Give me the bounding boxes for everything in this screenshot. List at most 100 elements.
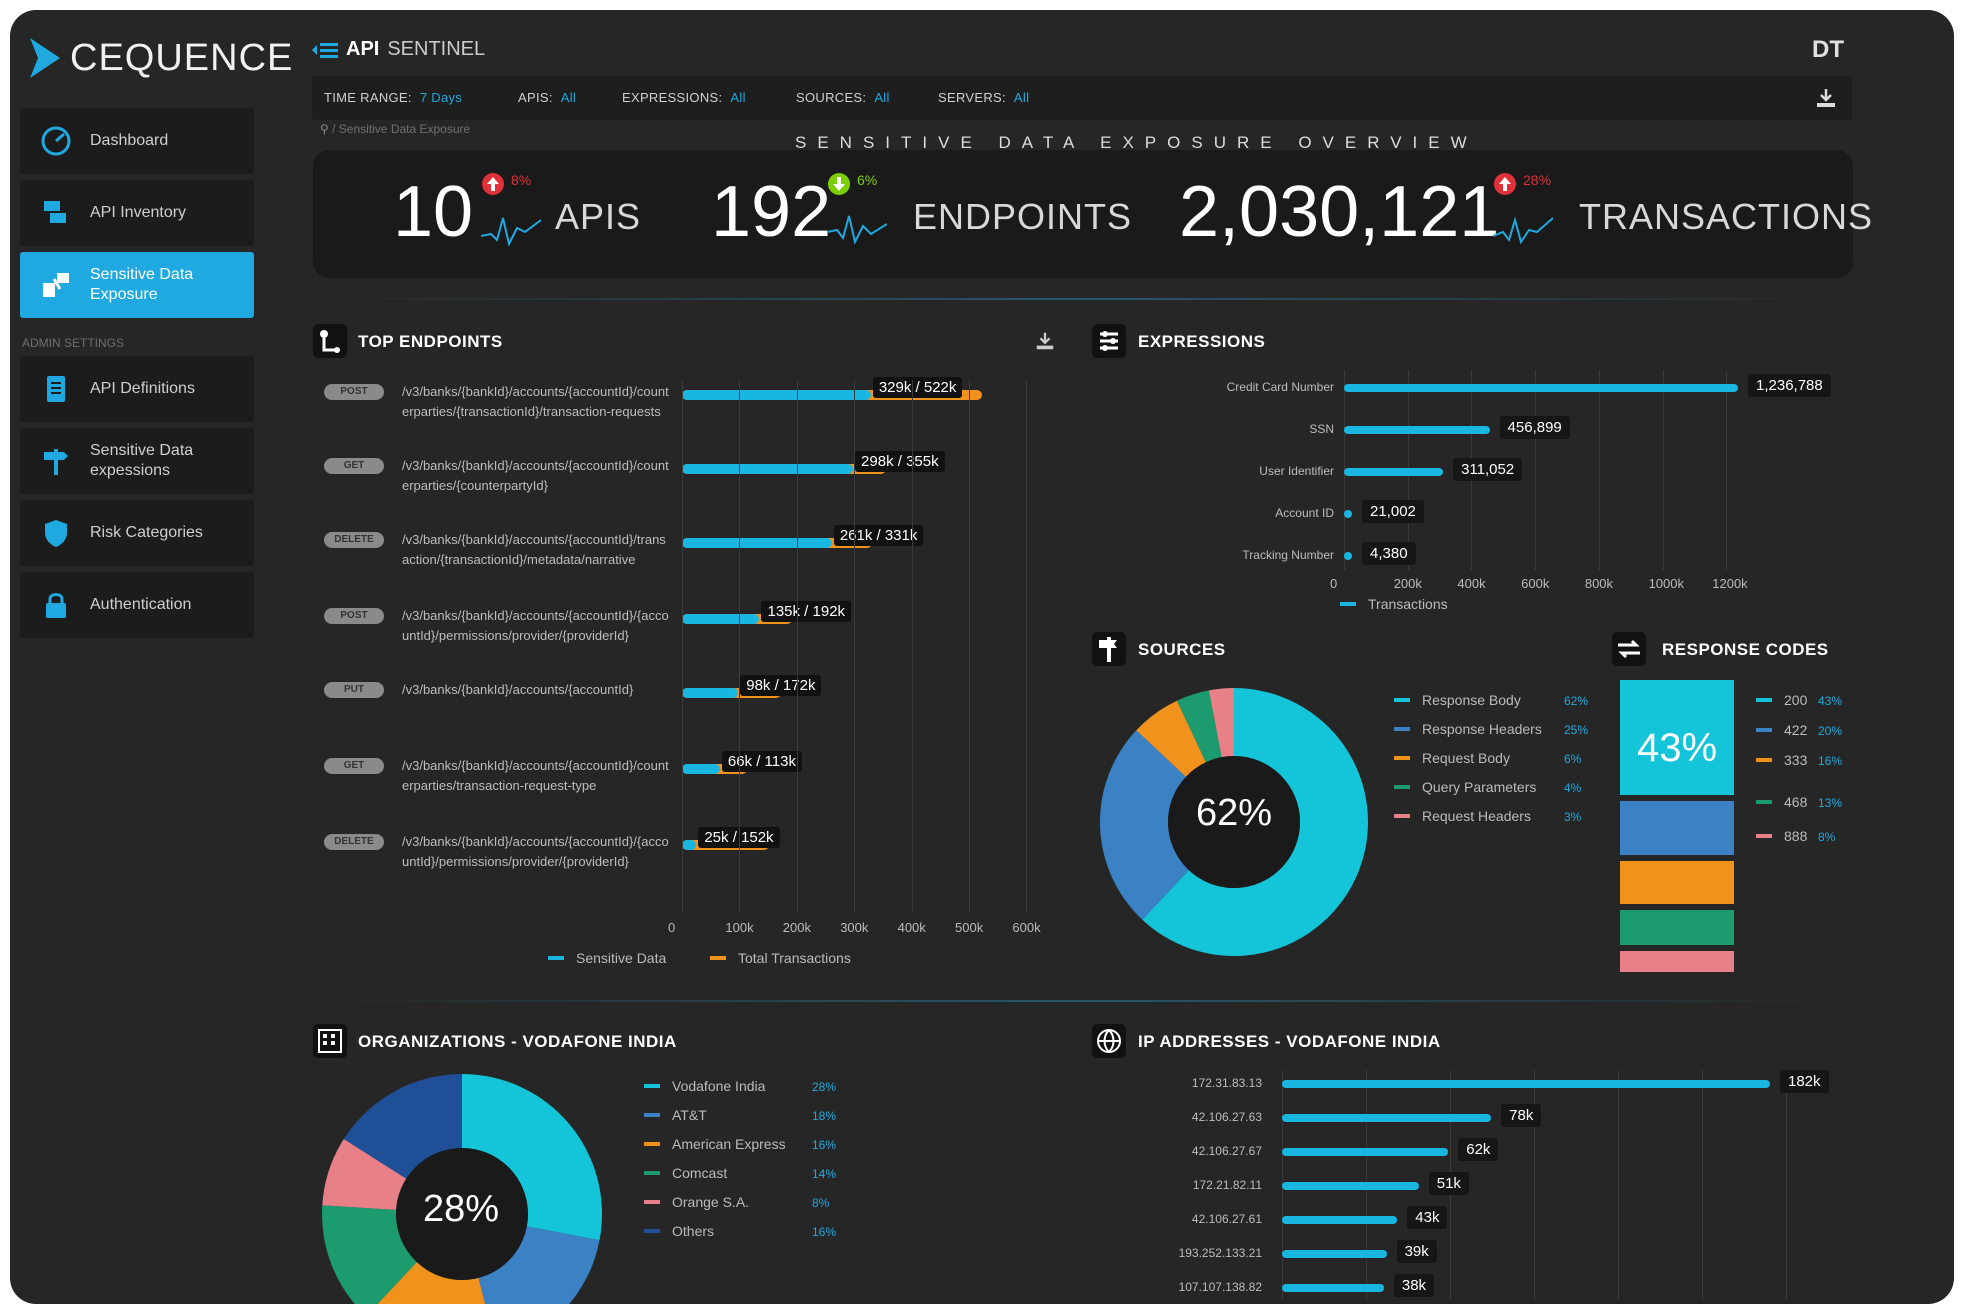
- ip-bar[interactable]: [1282, 1080, 1770, 1088]
- axis-tick-label: 200k: [782, 920, 811, 935]
- expression-bar[interactable]: [1344, 384, 1738, 392]
- expression-bar[interactable]: [1344, 552, 1352, 560]
- filter-apis[interactable]: APIS: All: [518, 90, 576, 105]
- gridline: [1726, 370, 1728, 570]
- kpi-apis-label: APIS: [555, 196, 642, 237]
- legend-percent: 8%: [1818, 830, 1836, 844]
- user-initials[interactable]: DT: [1812, 36, 1844, 63]
- donut-hole: [1168, 756, 1300, 888]
- sensitive-data-bar[interactable]: [682, 464, 854, 474]
- filter-time-range[interactable]: TIME RANGE: 7 Days: [324, 90, 462, 105]
- breadcrumb[interactable]: ⚲ / Sensitive Data Exposure: [320, 122, 470, 136]
- donut-slice[interactable]: [478, 1226, 600, 1304]
- donut-slice[interactable]: [322, 1205, 417, 1304]
- legend-transactions[interactable]: Transactions: [1340, 596, 1448, 612]
- legend-item[interactable]: Comcast 14%: [644, 1165, 836, 1181]
- axis-tick-label: 500k: [955, 920, 984, 935]
- donut-slice[interactable]: [1142, 688, 1368, 956]
- sensitive-data-bar[interactable]: [682, 614, 760, 624]
- donut-slice[interactable]: [366, 1262, 497, 1304]
- legend-percent: 16%: [812, 1225, 837, 1239]
- ip-bar[interactable]: [1282, 1284, 1384, 1292]
- filter-servers[interactable]: SERVERS: All: [938, 90, 1029, 105]
- expression-bar[interactable]: [1344, 426, 1490, 434]
- breadcrumb-text: / Sensitive Data Exposure: [332, 122, 471, 136]
- donut-slice[interactable]: [322, 1138, 407, 1210]
- sensitive-data-bar[interactable]: [682, 390, 871, 400]
- filter-expressions[interactable]: EXPRESSIONS: All: [622, 90, 746, 105]
- legend-item[interactable]: 422 20%: [1756, 722, 1842, 738]
- endpoint-row[interactable]: PUT/v3/banks/{bankId}/accounts/{accountI…: [320, 675, 1170, 740]
- legend-item[interactable]: Request Headers 3%: [1394, 808, 1581, 824]
- sensitive-data-bar[interactable]: [682, 840, 697, 850]
- endpoint-row[interactable]: DELETE/v3/banks/{bankId}/accounts/{accou…: [320, 525, 1170, 590]
- legend-item[interactable]: Others 16%: [644, 1223, 836, 1239]
- legend-item[interactable]: American Express 16%: [644, 1136, 836, 1152]
- sensitive-data-bar[interactable]: [682, 688, 739, 698]
- donut-slice[interactable]: [1208, 688, 1234, 758]
- donut-slice[interactable]: [462, 1074, 602, 1241]
- sidebar-item-api-definitions[interactable]: API Definitions: [20, 356, 254, 422]
- donut-slice[interactable]: [343, 1074, 462, 1179]
- bar-value-label: 25k / 152k: [698, 827, 780, 848]
- response-code-segment[interactable]: [1620, 680, 1734, 796]
- legend-percent: 4%: [1564, 781, 1582, 795]
- sidebar-item-api-inventory[interactable]: API Inventory: [20, 180, 254, 246]
- download-icon[interactable]: [1034, 330, 1056, 352]
- sparkline-icon: [1493, 216, 1553, 245]
- sidebar-item-authentication[interactable]: Authentication: [20, 572, 254, 638]
- sidebar-item-label: API Inventory: [90, 204, 187, 221]
- download-icon[interactable]: [1814, 86, 1838, 110]
- expression-bar[interactable]: [1344, 468, 1444, 476]
- ip-bar[interactable]: [1282, 1216, 1398, 1224]
- donut-slice[interactable]: [1176, 690, 1222, 763]
- endpoint-row[interactable]: GET/v3/banks/{bankId}/accounts/{accountI…: [320, 751, 1170, 816]
- expressions-title: EXPRESSIONS: [1138, 332, 1266, 351]
- legend-item[interactable]: AT&T 18%: [644, 1107, 836, 1123]
- sidebar-item-sensitive-data-expressions[interactable]: Sensitive Data expessions: [20, 428, 254, 494]
- legend-item[interactable]: Response Headers 25%: [1394, 721, 1588, 737]
- endpoint-row[interactable]: DELETE/v3/banks/{bankId}/accounts/{accou…: [320, 827, 1170, 892]
- endpoint-row[interactable]: POST/v3/banks/{bankId}/accounts/{account…: [320, 377, 1170, 442]
- brand-logo[interactable]: CEQUENCE: [28, 28, 293, 88]
- response-code-segment[interactable]: [1620, 801, 1734, 855]
- endpoint-row[interactable]: POST/v3/banks/{bankId}/accounts/{account…: [320, 601, 1170, 666]
- ip-bar[interactable]: [1282, 1114, 1492, 1122]
- legend-item[interactable]: Request Body 6%: [1394, 750, 1581, 766]
- legend-item[interactable]: 468 13%: [1756, 794, 1842, 810]
- legend-item[interactable]: 888 8%: [1756, 828, 1835, 844]
- ip-bar[interactable]: [1282, 1182, 1419, 1190]
- sidebar-item-dashboard[interactable]: Dashboard: [20, 108, 254, 174]
- donut-slice[interactable]: [1136, 700, 1206, 777]
- filter-value: All: [1013, 90, 1030, 105]
- legend-item[interactable]: 333 16%: [1756, 752, 1842, 768]
- response-code-segment[interactable]: [1620, 909, 1734, 945]
- legend-label: Request Headers: [1422, 808, 1531, 824]
- legend-item[interactable]: Query Parameters 4%: [1394, 779, 1581, 795]
- legend-item[interactable]: Orange S.A. 8%: [644, 1194, 829, 1210]
- sidebar-item-risk-categories[interactable]: Risk Categories: [20, 500, 254, 566]
- sidebar-item-sensitive-data-exposure[interactable]: Sensitive Data Exposure: [20, 252, 254, 318]
- response-code-segment[interactable]: [1620, 860, 1734, 904]
- legend-item[interactable]: Response Body 62%: [1394, 692, 1588, 708]
- ip-bar[interactable]: [1282, 1148, 1449, 1156]
- legend-total-transactions[interactable]: Total Transactions: [710, 950, 851, 966]
- ip-bar[interactable]: [1282, 1250, 1387, 1258]
- sensitive-data-bar[interactable]: [682, 538, 832, 548]
- kpi-transactions-label: TRANSACTIONS: [1579, 196, 1874, 237]
- legend-sensitive-data[interactable]: Sensitive Data: [548, 950, 666, 966]
- gridline: [1618, 1070, 1619, 1300]
- legend-swatch: [1394, 756, 1410, 760]
- organizations-icon: [313, 1024, 347, 1058]
- legend-item[interactable]: 200 43%: [1756, 692, 1842, 708]
- donut-slice[interactable]: [1100, 730, 1189, 920]
- legend-label: Response Headers: [1422, 721, 1542, 737]
- response-code-segment[interactable]: [1620, 950, 1734, 972]
- endpoint-path: /v3/banks/{bankId}/accounts/{accountId}/…: [402, 532, 666, 567]
- expression-bar[interactable]: [1344, 510, 1352, 518]
- filter-sources[interactable]: SOURCES: All: [796, 90, 890, 105]
- sensitive-data-bar[interactable]: [682, 764, 720, 774]
- legend-item[interactable]: Vodafone India 28%: [644, 1078, 836, 1094]
- endpoint-row[interactable]: GET/v3/banks/{bankId}/accounts/{accountI…: [320, 451, 1170, 516]
- menu-toggle-icon[interactable]: [312, 41, 338, 59]
